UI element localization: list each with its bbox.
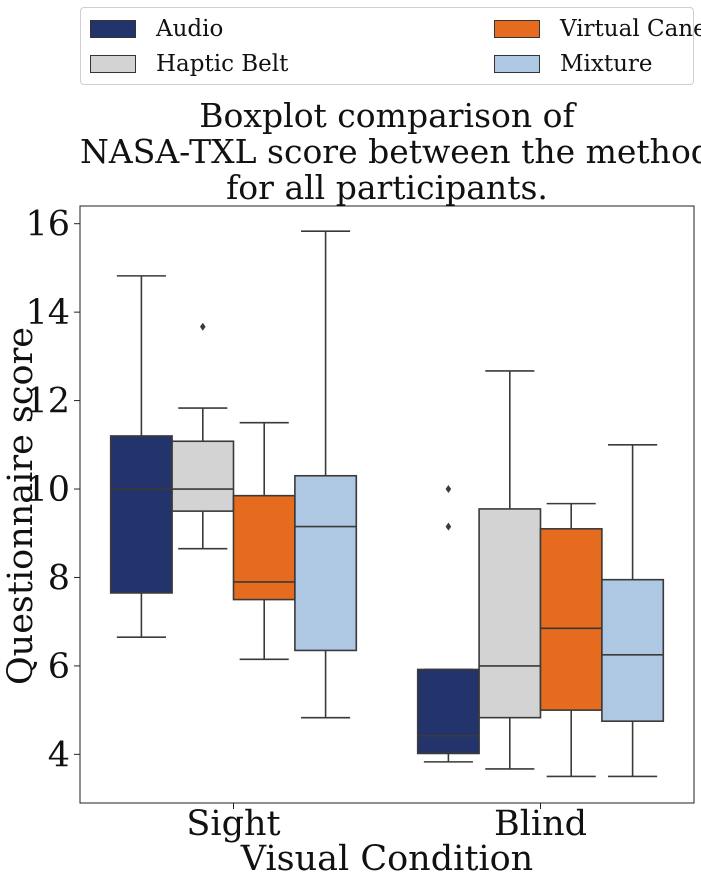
iqr-box [109, 435, 173, 594]
legend-item-virtual-cane: Virtual Cane [494, 16, 701, 42]
legend-swatch-virtual-cane [494, 20, 540, 38]
legend-label-mixture: Mixture [560, 51, 653, 77]
y-tick-label: 8 [48, 558, 70, 598]
legend-label-virtual-cane: Virtual Cane [560, 16, 701, 42]
iqr-box [478, 508, 542, 719]
iqr-box [294, 474, 358, 652]
iqr-box [171, 440, 235, 512]
box-audio-blind [416, 485, 480, 763]
legend-swatch-mixture [494, 55, 540, 73]
y-tick-label: 4 [48, 735, 70, 775]
x-tick-label-sight: Sight [186, 804, 280, 844]
iqr-box [232, 494, 296, 601]
y-tick-label: 14 [25, 293, 70, 333]
y-tick-label: 10 [25, 470, 70, 510]
chart-title-line-3: for all participants. [226, 168, 548, 207]
legend-label-haptic-belt: Haptic Belt [156, 51, 289, 77]
y-tick-label: 6 [48, 647, 70, 687]
plot-frame [79, 205, 695, 804]
x-axis-label: Visual Condition [240, 839, 533, 879]
legend-item-audio: Audio [90, 16, 223, 42]
box-virtual-cane-blind [539, 502, 603, 778]
box-mixture-blind [601, 443, 665, 778]
iqr-box [416, 668, 480, 755]
outlier-point [200, 322, 206, 331]
legend-item-haptic-belt: Haptic Belt [90, 51, 288, 77]
y-axis-label: Questionnaire score [1, 327, 41, 685]
iqr-box [539, 528, 603, 711]
x-tick-label-blind: Blind [494, 804, 587, 844]
chart-title-line-1: Boxplot comparison of [199, 96, 575, 135]
chart-title: Boxplot comparison of NASA-TXL score bet… [80, 96, 701, 207]
iqr-box [601, 578, 665, 722]
legend-item-mixture: Mixture [494, 51, 653, 77]
box-haptic-belt-blind [478, 370, 542, 770]
chart-title-line-2: NASA-TXL score between the methods [80, 132, 701, 171]
legend-swatch-haptic-belt [90, 55, 136, 73]
box-mixture-sight [294, 230, 358, 719]
plot-area [79, 205, 695, 804]
y-tick-label: 12 [25, 382, 70, 422]
outlier-point [445, 485, 452, 494]
box-haptic-belt-sight [171, 322, 235, 550]
legend: Audio Virtual Cane Haptic Belt Mixture [80, 7, 701, 85]
legend-swatch-audio [90, 20, 136, 38]
legend-label-audio: Audio [156, 16, 224, 42]
outlier-point [445, 522, 452, 531]
box-audio-sight [109, 275, 173, 638]
box-virtual-cane-sight [232, 421, 296, 661]
x-axis: Sight Blind [186, 803, 587, 844]
y-tick-label: 16 [25, 205, 70, 245]
box-series-group [109, 230, 665, 778]
y-axis: 4 6 8 10 12 14 16 [25, 205, 80, 775]
